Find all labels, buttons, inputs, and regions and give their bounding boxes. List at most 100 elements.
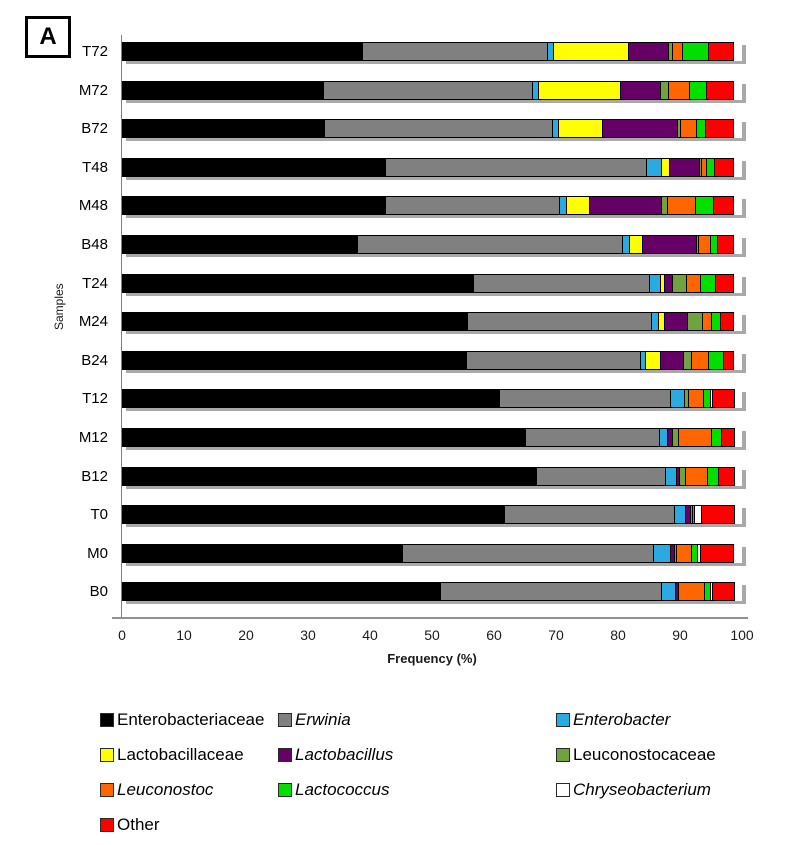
plot-area — [122, 35, 742, 617]
legend-item: Enterobacter — [556, 710, 716, 730]
stacked-bar — [122, 80, 742, 100]
y-axis-line — [121, 35, 122, 617]
bar-segment — [356, 235, 623, 254]
bar-segment — [712, 582, 735, 602]
legend-color-swatch — [100, 712, 114, 727]
bar-segment — [122, 80, 325, 100]
legend: Enterobacteriaceae Erwinia Enterobacter Lac… — [100, 702, 716, 842]
bar-segment — [694, 196, 714, 216]
legend-item: Chryseobacterium — [556, 780, 716, 800]
y-tick-label: T0 — [90, 506, 108, 524]
bar-segment — [628, 235, 644, 254]
legend-item: Lactobacillus — [278, 745, 556, 765]
x-tick-label: 0 — [118, 627, 126, 643]
bar-segment — [707, 350, 724, 370]
x-tick-label: 30 — [300, 627, 316, 643]
bar-segment — [324, 119, 554, 139]
bar-segment — [706, 80, 734, 100]
legend-color-swatch — [556, 712, 570, 727]
bar-segment — [686, 273, 701, 293]
bar-segment — [122, 119, 326, 139]
y-tick-label: B12 — [81, 467, 108, 485]
bar-segment — [687, 389, 704, 409]
bar-segment — [323, 80, 534, 100]
bar-segment — [565, 196, 590, 216]
bar-segment — [122, 157, 387, 177]
y-tick-label: B48 — [81, 236, 108, 253]
bar-segment — [440, 582, 663, 602]
bar-segment — [525, 428, 660, 447]
x-axis-line — [112, 617, 748, 619]
y-tick-label: M0 — [87, 544, 108, 562]
stacked-bar — [122, 543, 742, 563]
bar-segment — [122, 466, 537, 486]
panel-label: A — [25, 16, 71, 58]
bar-segment — [466, 312, 652, 332]
legend-color-swatch — [278, 782, 292, 797]
bar-segment — [678, 428, 712, 447]
legend-label: Enterobacteriaceae — [117, 709, 265, 729]
x-tick-label: 40 — [362, 627, 378, 643]
legend-color-swatch — [100, 747, 114, 762]
bar-segment — [122, 312, 468, 332]
x-axis-title: Frequency (%) — [387, 651, 477, 666]
bar-segment — [122, 543, 404, 563]
bar-segment — [660, 350, 685, 370]
stacked-bar — [122, 466, 742, 486]
bar-segment — [668, 80, 691, 100]
legend-label: Leuconostocaceae — [573, 744, 716, 764]
bar-segment — [699, 273, 716, 293]
bar-segment — [645, 350, 662, 370]
bar-segment — [602, 119, 679, 139]
bar-segment — [653, 543, 672, 563]
bar-segment — [538, 80, 621, 100]
legend-label: Enterobacter — [573, 709, 671, 729]
bar-segment — [552, 42, 629, 61]
legend-item: Lactococcus — [278, 780, 556, 800]
bar-segment — [122, 273, 474, 293]
bar-segment — [669, 389, 685, 409]
legend-label: Erwinia — [295, 709, 351, 729]
bar-segment — [122, 235, 358, 254]
legend-color-swatch — [556, 782, 570, 797]
bar-segment — [701, 505, 735, 525]
legend-label: Chryseobacterium — [573, 779, 711, 799]
bar-segment — [361, 42, 549, 61]
y-tick-label: B24 — [81, 351, 108, 369]
legend-color-swatch — [556, 747, 570, 762]
bar-segment — [667, 196, 696, 216]
stacked-bar — [122, 273, 742, 293]
legend-color-swatch — [278, 747, 292, 762]
legend-label: Leuconostoc — [117, 779, 214, 799]
bar-segment — [465, 350, 641, 370]
legend-label: Lactobacillaceae — [117, 744, 244, 764]
bar-segment — [676, 543, 692, 563]
bar-segment — [668, 157, 701, 177]
bar-segment — [122, 505, 506, 525]
stacked-bar — [122, 42, 742, 61]
x-tick-label: 80 — [610, 627, 626, 643]
stacked-bar — [122, 235, 742, 254]
bar-segment — [535, 466, 666, 486]
y-tick-label: T72 — [82, 43, 108, 60]
bar-segment — [402, 543, 655, 563]
bar-segment — [689, 80, 708, 100]
bar-segment — [122, 42, 363, 61]
bar-segment — [690, 350, 709, 370]
y-tick-label: T12 — [82, 390, 108, 408]
bar-segment — [712, 196, 734, 216]
legend-color-swatch — [278, 712, 292, 727]
legend-label: Other — [117, 814, 160, 834]
bar-segment — [680, 119, 697, 139]
legend-item: Leuconostocaceae — [556, 745, 716, 765]
bar-segment — [588, 196, 662, 216]
bar-segment — [122, 196, 387, 216]
bar-segment — [122, 389, 501, 409]
bar-segment — [717, 235, 734, 254]
bar-segment — [122, 428, 527, 447]
x-tick-label: 10 — [176, 627, 192, 643]
bar-segment — [557, 119, 604, 139]
bar-segment — [664, 312, 689, 332]
y-tick-label: M12 — [78, 429, 108, 446]
